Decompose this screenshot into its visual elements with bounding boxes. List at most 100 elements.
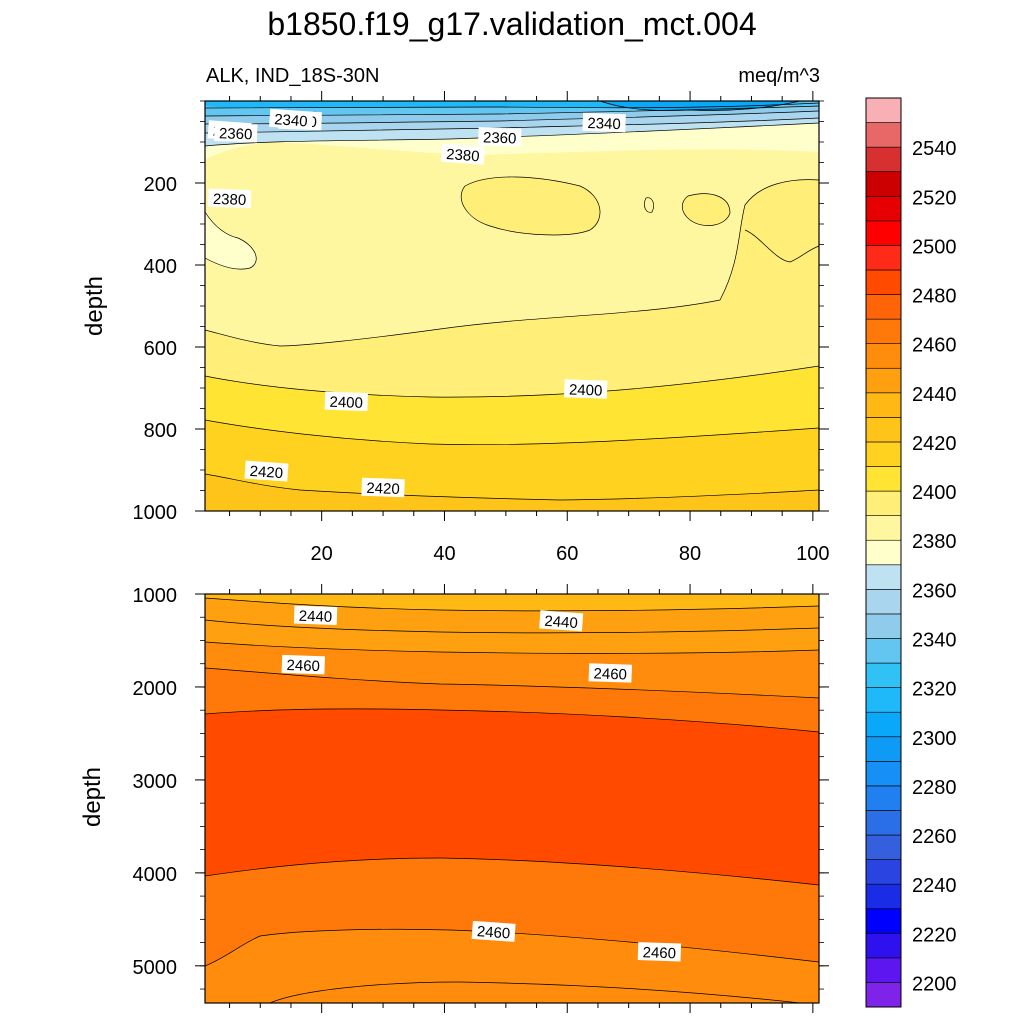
colorbar-swatch: [865, 515, 902, 541]
contour-label-text: 2420: [249, 463, 283, 482]
contour-label-box: [582, 112, 626, 133]
colorbar-frame: [865, 97, 902, 1008]
colorbar-label: 2480: [912, 286, 957, 308]
contour-2450: [204, 667, 820, 699]
contour-2460-deep-b: [269, 981, 801, 1004]
colorbar-swatch: [865, 761, 902, 787]
contour-label-text: 2360: [483, 129, 517, 147]
contour-label-text: 2400: [569, 381, 603, 399]
colorbar-label: 2240: [912, 875, 957, 897]
upper-contour-label: 2340: [269, 108, 314, 130]
colorbar-label: 2280: [912, 777, 957, 799]
colorbar-swatch: [865, 367, 902, 394]
upper-contour-label: 2400: [564, 379, 608, 400]
colorbar-label: 2200: [912, 973, 957, 995]
colorbar-swatch: [865, 589, 902, 615]
colorbar-label: 2360: [912, 580, 957, 602]
contour-label-box: [637, 942, 682, 962]
contour-label-box: [361, 477, 405, 498]
lower-contour-label: 2440: [293, 605, 338, 626]
contour-2340: [204, 102, 820, 109]
contour-label-text: 2360: [219, 125, 253, 143]
colorbar-swatch: [865, 392, 902, 418]
contour-label-text: 2400: [329, 394, 363, 412]
colorbar-swatch: [865, 613, 902, 639]
contour-label-box: [440, 143, 485, 165]
upper-x-tick-label: 80: [679, 543, 701, 565]
lower-y-tick-label: 5000: [133, 957, 178, 979]
upper-contour-label: 2340: [582, 112, 626, 133]
contour-2390-tail: [744, 229, 820, 263]
contour-2380: [204, 122, 820, 147]
colorbar-swatch: [865, 146, 902, 173]
colorbar-swatch: [865, 294, 902, 320]
colorbar-label: 2380: [912, 531, 957, 553]
contour-label-box: [269, 108, 314, 130]
contour-2420: [204, 473, 820, 501]
lower-contour-label: 2460: [637, 942, 682, 962]
contour-2470: [204, 708, 820, 733]
lower-y-tick-label: 3000: [133, 771, 178, 793]
upper-contour-label: 2360: [478, 127, 522, 147]
contour-label-box: [281, 654, 325, 675]
upper-contour-label: 2380: [440, 143, 485, 165]
upper-y-axis-label: depth: [81, 276, 108, 336]
lower-contour-label: 2460: [281, 654, 325, 675]
contour-2380-left: [204, 211, 257, 270]
contour-2390-small: [644, 197, 654, 213]
colorbar-swatch: [865, 687, 902, 713]
contour-label-box: [471, 920, 516, 942]
contour-label-box: [478, 127, 522, 147]
upper-x-tick-label: 40: [433, 543, 455, 565]
colorbar-label: 2220: [912, 924, 957, 946]
upper-y-tick-label: 400: [144, 256, 177, 278]
colorbar-swatch: [865, 908, 902, 934]
colorbar-swatch: [865, 220, 902, 246]
contour-2460-deep-a: [204, 928, 820, 967]
upper-x-tick-label: 20: [311, 543, 333, 565]
colorbar-swatch: [865, 343, 902, 369]
contour-label-box: [564, 379, 608, 399]
colorbar-swatch: [865, 810, 902, 836]
contour-label-text: 2460: [593, 665, 627, 683]
colorbar-swatch: [865, 638, 902, 664]
contour-label-text: 2460: [476, 923, 510, 942]
colorbar-swatch: [865, 539, 902, 566]
contour-label-box: [207, 188, 252, 209]
contour-label-text: 2460: [286, 657, 320, 675]
lower-contour-lines: [204, 597, 820, 1004]
band-2440-2450: [205, 598, 819, 654]
contour-label-box: [588, 663, 632, 683]
upper-unit-label: meq/m^3: [738, 65, 820, 87]
lower-contour-labels: 2440 2440 2460 2460 2460 2460: [281, 605, 682, 962]
colorbar-swatch: [865, 982, 902, 1008]
contour-2440-a: [204, 619, 820, 634]
contour-2390: [204, 179, 820, 347]
colorbar-swatch: [865, 171, 902, 197]
contour-label-text: 2440: [544, 613, 578, 632]
upper-contour-label: 2420: [244, 460, 289, 482]
colorbar-label: 2340: [912, 629, 957, 651]
contour-2390-center: [460, 176, 601, 236]
colorbar: 2200 2220 2240 2260 2280 2300 2320 2340 2360 2380…: [865, 97, 957, 1008]
contour-label-box: [244, 460, 289, 482]
colorbar-swatch: [865, 441, 902, 467]
lower-plot-frame: [204, 593, 820, 1004]
blob-2370-left: [205, 212, 257, 270]
colorbar-swatch: [865, 834, 902, 860]
upper-contour-label: 2360: [214, 123, 258, 143]
colorbar-swatch: [865, 195, 902, 222]
band-2410-2420: [205, 420, 819, 500]
lower-y-axis-label: depth: [79, 767, 106, 827]
colorbar-swatch: [865, 417, 902, 443]
upper-y-tick-label: 1000: [133, 502, 178, 524]
contour-2430: [204, 597, 820, 612]
lower-contour-label: 2460: [471, 920, 516, 942]
colorbar-swatch: [865, 859, 902, 885]
colorbar-swatch: [865, 97, 902, 123]
lower-contour-label: 2460: [588, 663, 632, 684]
band-2480-2490: [205, 708, 819, 885]
upper-x-tick-label: 60: [556, 543, 578, 565]
upper-y-tick-label: 800: [144, 420, 177, 442]
